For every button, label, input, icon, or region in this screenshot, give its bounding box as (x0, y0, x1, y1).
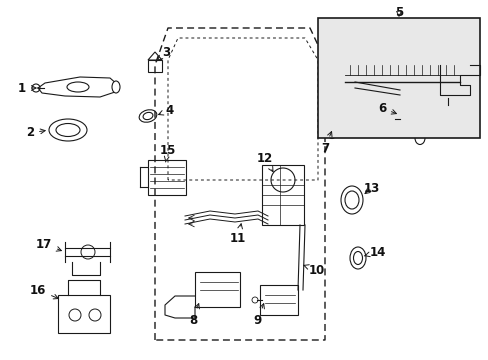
Text: 8: 8 (188, 303, 199, 327)
Text: 15: 15 (160, 144, 176, 162)
Text: 1: 1 (18, 81, 36, 94)
Text: 3: 3 (157, 45, 170, 61)
FancyBboxPatch shape (262, 165, 304, 225)
Ellipse shape (340, 186, 362, 214)
FancyBboxPatch shape (58, 295, 110, 333)
Ellipse shape (49, 119, 87, 141)
Text: 9: 9 (253, 303, 264, 327)
FancyBboxPatch shape (195, 272, 240, 307)
FancyBboxPatch shape (260, 285, 297, 315)
Circle shape (81, 245, 95, 259)
Polygon shape (325, 108, 354, 125)
Text: 2: 2 (26, 126, 45, 139)
Text: 16: 16 (30, 284, 58, 299)
Text: 4: 4 (158, 104, 174, 117)
Text: 6: 6 (377, 102, 396, 114)
Ellipse shape (349, 247, 365, 269)
Circle shape (69, 309, 81, 321)
Ellipse shape (67, 82, 89, 92)
Ellipse shape (56, 123, 80, 136)
FancyBboxPatch shape (148, 160, 185, 195)
Text: 10: 10 (303, 264, 325, 276)
Ellipse shape (442, 99, 452, 112)
Ellipse shape (143, 112, 153, 120)
Ellipse shape (326, 126, 336, 139)
Text: 7: 7 (320, 132, 331, 154)
Circle shape (32, 84, 40, 92)
Ellipse shape (139, 110, 157, 122)
Text: 14: 14 (364, 246, 386, 258)
FancyBboxPatch shape (317, 18, 479, 138)
Polygon shape (148, 52, 162, 60)
Text: 12: 12 (256, 152, 273, 172)
Polygon shape (148, 60, 162, 72)
Text: 5: 5 (394, 5, 402, 18)
Ellipse shape (353, 252, 362, 265)
Circle shape (251, 297, 258, 303)
Text: 13: 13 (363, 181, 379, 194)
Text: 17: 17 (36, 238, 61, 251)
FancyBboxPatch shape (399, 105, 431, 133)
Ellipse shape (345, 191, 358, 209)
Text: 11: 11 (229, 224, 245, 244)
Ellipse shape (112, 81, 120, 93)
Ellipse shape (414, 131, 424, 144)
Circle shape (270, 168, 294, 192)
Circle shape (89, 309, 101, 321)
